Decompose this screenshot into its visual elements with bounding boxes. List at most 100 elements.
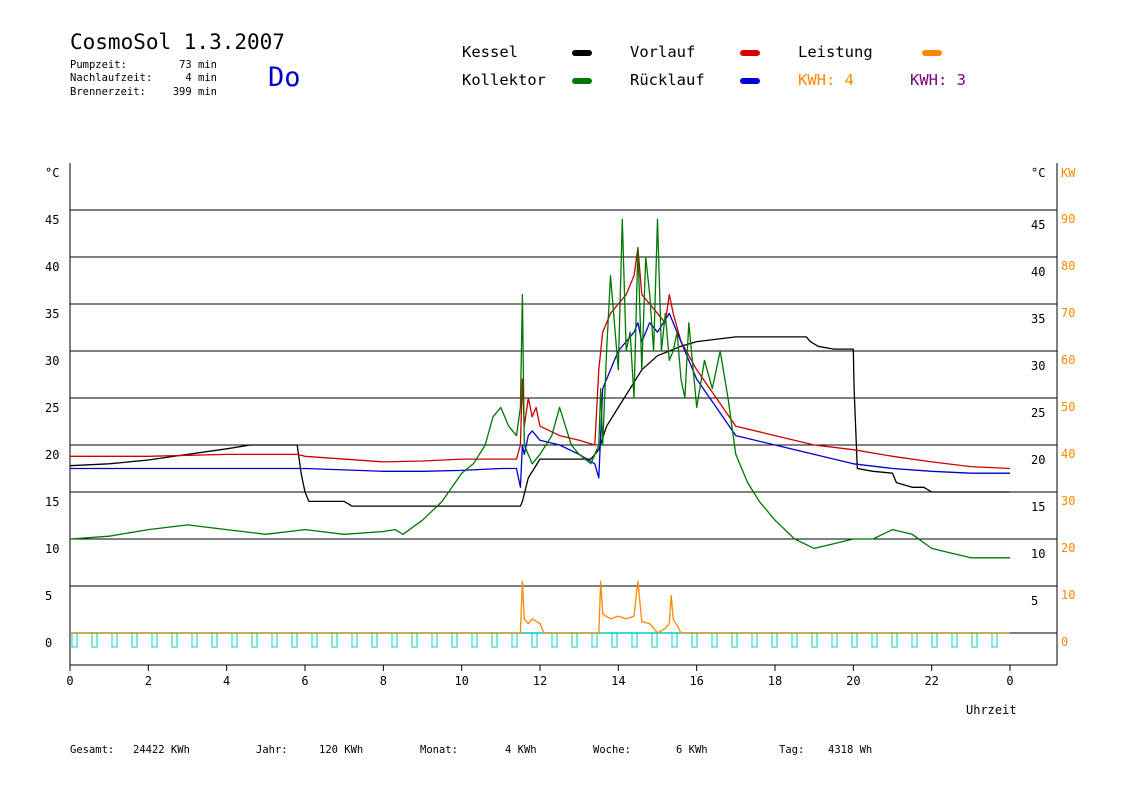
y-tick-label-left: 5 bbox=[45, 589, 52, 603]
pump-marker bbox=[951, 632, 958, 648]
series-line-vorlauf bbox=[70, 246, 1011, 470]
y-tick-label-left: 30 bbox=[45, 354, 59, 368]
x-tick-label: 0 bbox=[1006, 674, 1013, 688]
series-line-leistung bbox=[70, 580, 1010, 634]
pump-marker bbox=[851, 632, 858, 648]
legend-label-vorlauf: Vorlauf bbox=[630, 43, 696, 61]
pump-marker bbox=[171, 632, 178, 648]
legend-label-kessel: Kessel bbox=[462, 43, 518, 61]
pump-marker bbox=[891, 632, 898, 648]
legend-label-kollektor: Kollektor bbox=[462, 71, 546, 89]
y-tick-label-right: 15 bbox=[1031, 500, 1045, 514]
pump-marker bbox=[251, 632, 258, 648]
pump-marker bbox=[631, 632, 638, 648]
pump-marker bbox=[811, 632, 818, 648]
x-axis-label: Uhrzeit bbox=[966, 703, 1017, 717]
legend-swatch-kollektor bbox=[572, 78, 592, 84]
pump-marker bbox=[911, 632, 918, 648]
x-tick-label: 14 bbox=[611, 674, 625, 688]
pump-marker bbox=[411, 632, 418, 648]
x-tick-label: 4 bbox=[223, 674, 230, 688]
x-tick-label: 22 bbox=[924, 674, 938, 688]
series-line-rcklauf bbox=[70, 312, 1010, 488]
pump-marker bbox=[231, 632, 238, 648]
x-tick-label: 8 bbox=[380, 674, 387, 688]
y-tick-label-kw: 20 bbox=[1061, 541, 1075, 555]
y-tick-label-kw: 90 bbox=[1061, 212, 1075, 226]
y-tick-label-right: 30 bbox=[1031, 359, 1045, 373]
gesamt-label: Gesamt: bbox=[70, 744, 115, 756]
pump-marker bbox=[471, 632, 478, 648]
y-tick-label-kw: 70 bbox=[1061, 306, 1075, 320]
stat-value: 73 min bbox=[179, 59, 217, 71]
pump-marker bbox=[271, 632, 278, 648]
pump-marker bbox=[831, 632, 838, 648]
tag-value: 4318 Wh bbox=[828, 744, 873, 756]
pump-marker bbox=[111, 632, 118, 648]
pump-marker bbox=[191, 632, 198, 648]
pump-marker bbox=[871, 632, 878, 648]
pump-marker bbox=[751, 632, 758, 648]
pump-marker bbox=[371, 632, 378, 648]
y-tick-label-kw: 30 bbox=[1061, 494, 1075, 508]
x-tick-label: 18 bbox=[768, 674, 782, 688]
x-tick-label: 2 bbox=[145, 674, 152, 688]
y-tick-label-kw: 0 bbox=[1061, 635, 1068, 649]
y-tick-label-right: 35 bbox=[1031, 312, 1045, 326]
weekday-label: Do bbox=[268, 62, 301, 93]
kwh-purple: KWH: 3 bbox=[910, 71, 966, 89]
stat-value: 399 min bbox=[172, 86, 217, 98]
legend-label-leistung: Leistung bbox=[798, 43, 873, 61]
chart-title: CosmoSol 1.3.2007 bbox=[70, 30, 285, 54]
pump-marker bbox=[311, 632, 318, 648]
x-tick-label: 10 bbox=[454, 674, 468, 688]
monat-label: Monat: bbox=[420, 744, 458, 756]
tag-label: Tag: bbox=[779, 744, 805, 756]
pump-marker bbox=[331, 632, 338, 648]
pump-marker bbox=[291, 632, 298, 648]
stat-label: Pumpzeit: bbox=[70, 59, 127, 71]
y-tick-label-kw: 10 bbox=[1061, 588, 1075, 602]
y-tick-label-left: 35 bbox=[45, 307, 59, 321]
pump-marker bbox=[771, 632, 778, 648]
pump-marker bbox=[391, 632, 398, 648]
pump-marker bbox=[731, 632, 738, 648]
stat-label: Brennerzeit: bbox=[70, 86, 146, 98]
legend-swatch-ruecklauf bbox=[740, 78, 760, 84]
legend-swatch-vorlauf bbox=[740, 50, 760, 56]
pump-marker bbox=[971, 632, 978, 648]
pump-marker bbox=[491, 632, 498, 648]
pump-marker bbox=[931, 632, 938, 648]
y-tick-label-left: 0 bbox=[45, 636, 52, 650]
y-tick-label-left: 15 bbox=[45, 495, 59, 509]
y-tick-label-left: 20 bbox=[45, 448, 59, 462]
stat-label: Nachlaufzeit: bbox=[70, 72, 153, 84]
pump-marker bbox=[711, 632, 718, 648]
series-line-kessel bbox=[69, 336, 1010, 507]
pump-marker bbox=[691, 632, 698, 648]
pump-marker bbox=[431, 632, 438, 648]
pump-marker bbox=[551, 632, 558, 648]
pump-marker bbox=[151, 632, 158, 648]
y-tick-label-right: 45 bbox=[1031, 218, 1045, 232]
y-tick-label-kw: 60 bbox=[1061, 353, 1075, 367]
y-tick-label-left: 45 bbox=[45, 213, 59, 227]
y-tick-label-kw: 40 bbox=[1061, 447, 1075, 461]
gesamt-value: 24422 KWh bbox=[133, 744, 190, 756]
legend-swatch-leistung bbox=[922, 50, 942, 56]
pump-marker bbox=[131, 632, 138, 648]
kwh-orange: KWH: 4 bbox=[798, 71, 854, 89]
pump-marker bbox=[651, 632, 658, 648]
pump-marker bbox=[451, 632, 458, 648]
pump-marker bbox=[991, 632, 998, 648]
y-tick-label-right: 40 bbox=[1031, 265, 1045, 279]
x-tick-label: 20 bbox=[846, 674, 860, 688]
woche-value: 6 KWh bbox=[676, 744, 708, 756]
y-tick-label-left: 40 bbox=[45, 260, 59, 274]
y-tick-label-right: 25 bbox=[1031, 406, 1045, 420]
pump-marker bbox=[611, 632, 618, 648]
y-tick-label-right: 10 bbox=[1031, 547, 1045, 561]
stat-value: 4 min bbox=[185, 72, 217, 84]
pump-marker bbox=[671, 632, 678, 648]
y-tick-label-right: 20 bbox=[1031, 453, 1045, 467]
